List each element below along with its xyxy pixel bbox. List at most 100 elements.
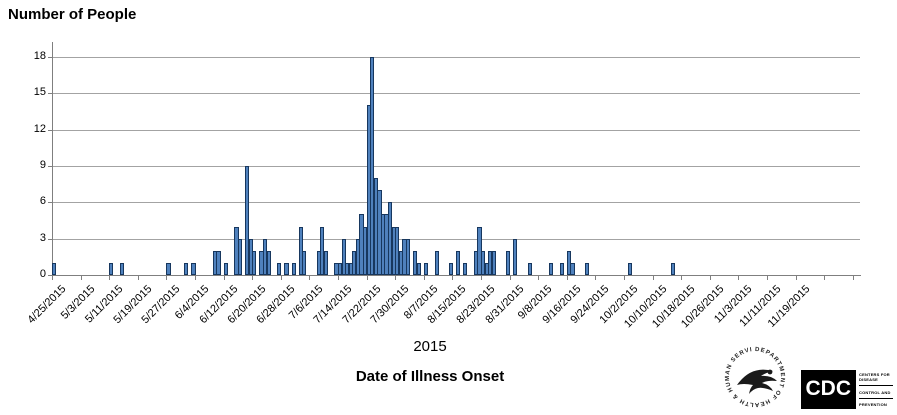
cdc-divider (859, 397, 893, 399)
x-tick-6 (223, 276, 225, 280)
bar-9/1/2015 (513, 238, 518, 275)
y-tick-18 (48, 57, 52, 58)
x-tick-3 (137, 276, 139, 280)
cdc-text-line1: CENTERS FOR DISEASE (859, 372, 890, 382)
x-tick-18 (566, 276, 568, 280)
bar-10/15/2015 (670, 262, 675, 275)
y-tick-6 (48, 202, 52, 204)
x-tick-0 (52, 276, 53, 280)
bar-8/18/2015 (463, 262, 468, 275)
x-tick-26 (795, 276, 797, 280)
y-tick-label-15: 15 (33, 86, 46, 99)
x-axis-year-label: 2015 (413, 338, 447, 355)
x-tick-14 (452, 276, 454, 280)
bar-6/29/2015 (284, 262, 289, 275)
y-tick-9 (48, 166, 52, 167)
y-axis-line (52, 42, 53, 276)
bar-5/27/2015 (166, 262, 171, 275)
x-tick-9 (309, 276, 311, 280)
gridline-6 (52, 202, 860, 204)
cdc-text-line2: CONTROL AND (859, 389, 891, 395)
footer-logos: DEPARTMENT OF HEALTH & HUMAN SERVICES • … (723, 345, 893, 409)
y-tick-label-0: 0 (39, 268, 46, 280)
bar-8/30/2015 (506, 250, 511, 275)
hhs-logo: DEPARTMENT OF HEALTH & HUMAN SERVICES • … (723, 345, 784, 407)
x-axis-line (52, 275, 861, 276)
cdc-logo-letters: CDC (800, 370, 856, 409)
x-tick-16 (509, 276, 511, 280)
x-tick-7 (252, 276, 254, 280)
bar-8/14/2015 (448, 262, 454, 275)
x-tick-10 (338, 276, 340, 280)
bar-6/20/2015 (252, 250, 257, 275)
x-tick-5 (195, 276, 196, 280)
bar-8/2/2015 (405, 238, 411, 275)
bar-7/4/2015 (302, 250, 307, 275)
x-tick-22 (681, 276, 683, 280)
y-tick-3 (48, 238, 52, 240)
bar-9/5/2015 (527, 262, 532, 275)
x-tick-24 (738, 276, 740, 280)
x-tick-1 (80, 276, 82, 280)
bar-7/15/2015 (341, 238, 346, 275)
bar-7/23/2015 (370, 57, 375, 275)
x-tick-2 (109, 276, 111, 280)
gridline-3 (52, 238, 860, 240)
bar-6/24/2015 (266, 250, 271, 275)
bar-8/16/2015 (456, 250, 461, 275)
bar-8/5/2015 (416, 262, 421, 275)
x-tick-12 (395, 276, 397, 280)
x-tick-11 (366, 276, 368, 280)
cdc-logo: CDC CENTERS FOR DISEASE CONTROL AND PREV… (800, 370, 893, 409)
y-tick-12 (48, 129, 52, 131)
bar-9/11/2015 (548, 262, 554, 275)
x-tick-17 (538, 276, 540, 280)
bar-6/1/2015 (184, 262, 189, 275)
y-tick-label-12: 12 (33, 122, 46, 135)
x-tick-25 (767, 276, 769, 280)
bar-6/10/2015 (216, 250, 221, 275)
chart-title: Number of People (8, 6, 137, 23)
cdc-logo-text: CENTERS FOR DISEASE CONTROL AND PREVENTI… (856, 370, 893, 409)
bar-5/14/2015 (119, 262, 125, 275)
y-tick-15 (48, 93, 52, 95)
bar-6/18/2015 (245, 166, 250, 275)
cdc-divider (859, 385, 893, 387)
bar-10/3/2015 (627, 262, 632, 275)
x-tick-28 (852, 276, 854, 280)
gridline-18 (52, 57, 860, 58)
x-axis-title: Date of Illness Onset (355, 368, 505, 385)
bar-6/16/2015 (237, 238, 243, 275)
y-tick-label-9: 9 (39, 159, 46, 171)
bar-9/14/2015 (559, 262, 564, 275)
bar-9/17/2015 (570, 262, 575, 275)
bar-8/26/2015 (491, 250, 496, 275)
x-tick-13 (423, 276, 425, 280)
x-tick-27 (824, 276, 826, 280)
y-tick-label-3: 3 (39, 231, 46, 244)
y-tick-label-18: 18 (33, 50, 46, 62)
x-tick-label-4/25/2015: 4/25/2015 (25, 283, 69, 327)
bar-5/11/2015 (109, 262, 114, 275)
x-tick-4 (166, 276, 168, 280)
x-tick-23 (709, 276, 711, 280)
bar-7/1/2015 (291, 262, 296, 275)
gridline-9 (52, 166, 860, 167)
bar-7/10/2015 (323, 250, 328, 275)
bar-8/10/2015 (434, 250, 439, 275)
y-tick-label-6: 6 (39, 195, 46, 208)
hhs-eagle-icon (736, 369, 777, 394)
cdc-text-line3: PREVENTION (859, 402, 888, 407)
x-tick-15 (481, 276, 483, 280)
bar-9/21/2015 (584, 262, 589, 275)
bar-4/25/2015 (52, 262, 57, 275)
y-tick-0 (48, 275, 52, 276)
x-tick-20 (624, 276, 626, 280)
gridline-12 (52, 129, 860, 131)
bar-6/27/2015 (277, 262, 282, 275)
bar-6/3/2015 (191, 262, 196, 275)
bar-8/7/2015 (423, 262, 428, 275)
bar-6/12/2015 (223, 262, 228, 275)
